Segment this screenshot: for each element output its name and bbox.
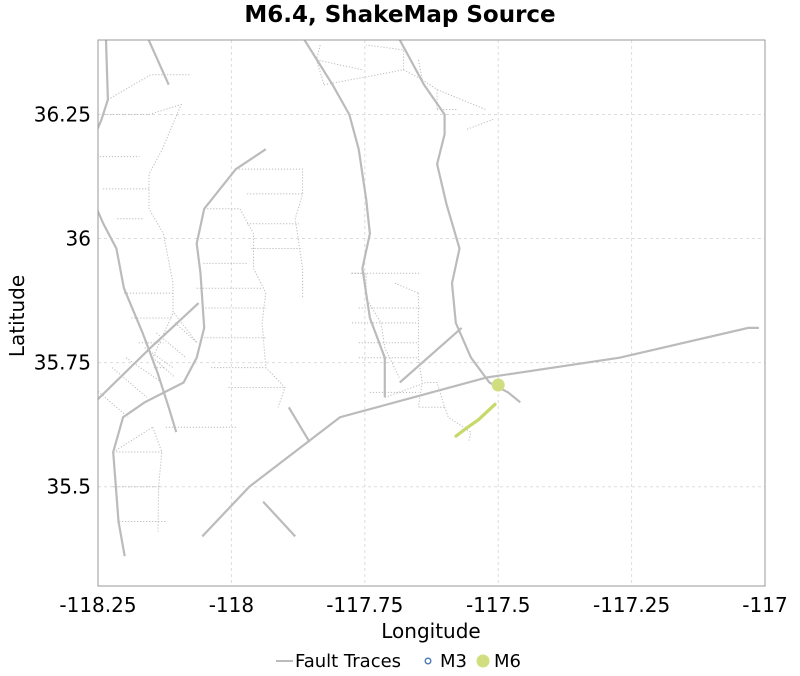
x-tick-label: -118 [209,593,254,617]
fault-trace [316,59,363,71]
fault-trace [201,326,759,538]
fault-trace [204,208,286,408]
fault-trace [74,432,94,447]
fault-trace [398,40,521,404]
fault-trace [384,382,446,408]
fault-traces-layer [54,40,759,557]
fault-trace [366,44,404,70]
fault-trace [125,357,163,383]
x-tick-label: -118.25 [59,593,136,617]
plot-area [98,40,765,586]
m6-epicenter-point [491,378,505,392]
y-tick-label: 35.5 [46,475,91,499]
fault-trace [54,432,74,457]
fault-trace [156,332,187,359]
fault-trace [262,500,297,538]
y-tick-label: 36 [66,227,91,251]
legend: Fault Traces M3 M6 [276,651,521,672]
legend-m6-label: M6 [494,651,521,672]
fault-trace [399,327,463,384]
fault-trace [303,40,386,398]
y-axis-ticks: 35.5 35.75 36 36.25 [34,102,91,498]
fault-trace [104,103,183,378]
x-tick-label: -117.5 [466,593,530,617]
x-tick-label: -117.75 [326,593,403,617]
y-tick-label: 36.25 [34,102,91,126]
x-axis-label: Longitude [381,619,480,643]
y-axis-label: Latitude [5,275,29,357]
fault-trace [235,168,304,299]
fault-trace [173,312,198,344]
fault-trace [351,272,400,378]
plot-frame [97,39,766,587]
x-tick-label: -117.25 [593,593,670,617]
fault-trace [147,40,170,86]
fault-trace [98,40,178,433]
legend-m3-swatch [424,657,432,665]
legend-m6-swatch [476,654,490,668]
legend-fault-traces-label: Fault Traces [295,651,401,672]
source-layer [454,378,505,438]
x-tick-label: -117 [742,593,787,617]
chart-title: M6.4, ShakeMap Source [244,2,555,28]
fault-trace [98,302,200,401]
y-tick-label: 35.75 [34,351,91,375]
fault-trace [287,406,311,443]
source-rupture-line [454,402,497,438]
x-axis-ticks: -118.25 -118 -117.75 -117.5 -117.25 -117 [59,593,787,617]
fault-trace [174,322,198,344]
legend-m3-label: M3 [440,651,467,672]
fault-trace [417,59,423,80]
fault-trace [394,282,419,294]
fault-trace [107,74,190,101]
fault-trace [403,69,486,110]
fault-trace [444,407,472,443]
